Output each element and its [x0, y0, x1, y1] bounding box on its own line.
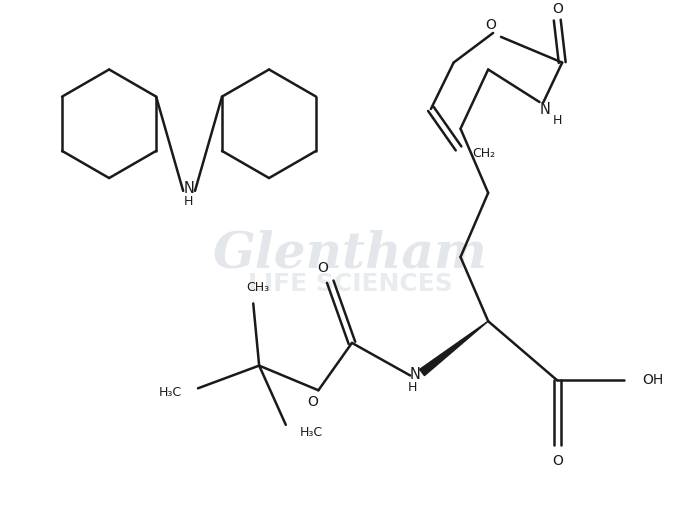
Text: H₃C: H₃C	[300, 426, 323, 439]
Text: H: H	[553, 114, 562, 127]
Text: H: H	[184, 195, 193, 208]
Text: H: H	[407, 381, 417, 394]
Text: H₃C: H₃C	[159, 386, 182, 399]
Text: O: O	[552, 454, 562, 469]
Text: N: N	[410, 367, 420, 382]
Text: LIFE SCIENCES: LIFE SCIENCES	[248, 271, 452, 296]
Text: O: O	[552, 2, 562, 16]
Text: N: N	[540, 102, 551, 118]
Text: O: O	[317, 261, 328, 275]
Text: O: O	[486, 18, 496, 32]
Text: N: N	[184, 181, 194, 197]
Text: CH₃: CH₃	[246, 281, 270, 294]
Text: CH₂: CH₂	[473, 147, 496, 160]
Polygon shape	[420, 321, 488, 375]
Text: Glentham: Glentham	[212, 229, 487, 279]
Text: O: O	[307, 395, 318, 409]
Text: OH: OH	[642, 373, 663, 387]
